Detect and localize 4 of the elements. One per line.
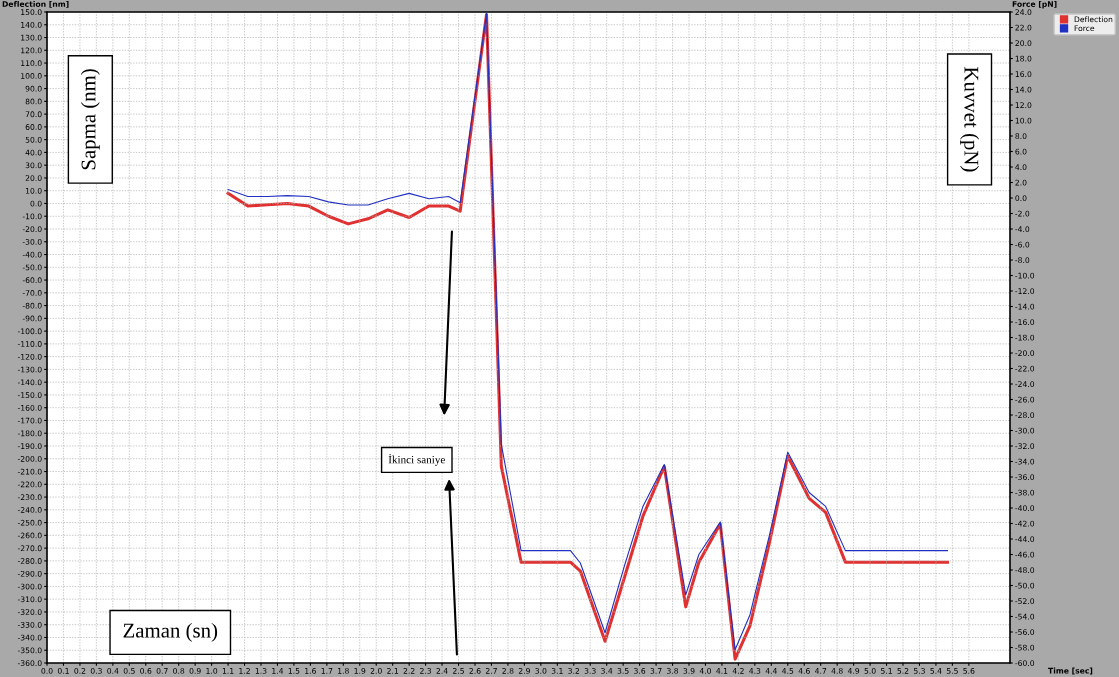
annotation: Sapma (nm) bbox=[80, 69, 100, 170]
annotation: İkinci saniye bbox=[388, 454, 445, 466]
annotation: Kuvvet (pN) bbox=[960, 67, 979, 172]
annotation: Zaman (sn) bbox=[123, 622, 218, 642]
